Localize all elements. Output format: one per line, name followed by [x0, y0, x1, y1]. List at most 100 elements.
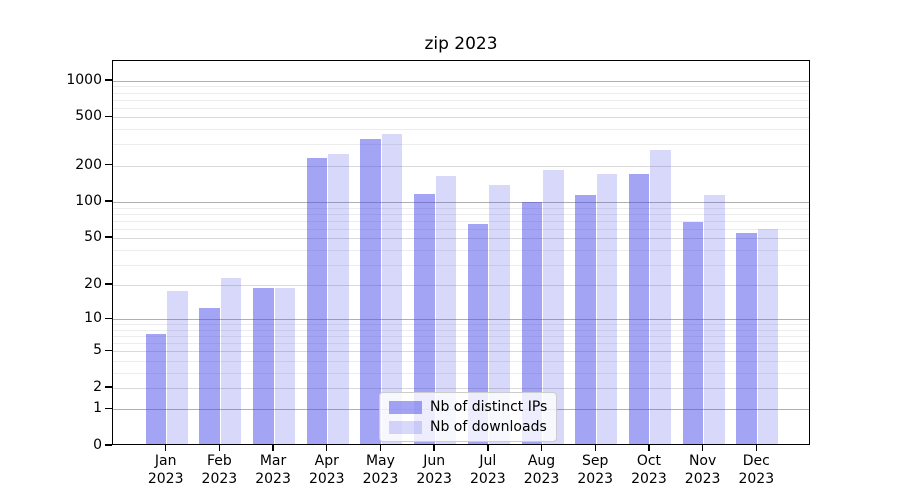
x-tick-month: Oct: [636, 453, 662, 469]
gridline-minor: [113, 249, 809, 251]
bar-distinct-ips: [253, 288, 274, 444]
bar-distinct-ips: [360, 138, 381, 444]
y-tick-label: 100: [75, 193, 102, 210]
legend-item-downloads: Nb of downloads: [389, 419, 547, 435]
x-tick-year: 2023: [362, 471, 399, 487]
gridline-minor: [113, 324, 809, 326]
x-tick-label: Dec 2023: [726, 452, 786, 488]
x-tick-label: Feb 2023: [189, 452, 249, 488]
x-tick-mark: [379, 445, 382, 451]
gridline-minor: [113, 213, 809, 215]
gridline-major: [113, 202, 809, 204]
bar-downloads: [489, 185, 510, 444]
x-tick-year: 2023: [523, 471, 560, 487]
y-tick-mark: [105, 79, 112, 81]
x-tick-label: Oct 2023: [619, 452, 679, 488]
x-tick-mark: [433, 445, 435, 451]
y-tick-label: 20: [84, 276, 102, 293]
y-tick-label: 1: [93, 400, 102, 417]
bar-downloads: [167, 291, 188, 444]
gridline-minor: [113, 207, 809, 209]
gridline-major: [113, 319, 809, 321]
bar-downloads: [274, 288, 296, 444]
gridline-minor: [113, 144, 809, 146]
y-tick-mark: [105, 386, 112, 388]
x-tick-year: 2023: [147, 471, 184, 487]
x-tick-month: Aug: [527, 453, 556, 469]
gridline-minor: [113, 360, 809, 362]
bar-downloads: [704, 195, 725, 444]
y-tick-mark: [105, 236, 112, 238]
gridline-minor: [113, 129, 809, 131]
gridline-labeled: [113, 387, 809, 389]
y-tick-mark: [105, 407, 112, 410]
x-tick-month: Nov: [688, 453, 717, 469]
y-tick-mark: [105, 283, 112, 285]
x-tick-label: Jul 2023: [458, 452, 518, 488]
x-tick-year: 2023: [738, 471, 775, 487]
gridline-minor: [113, 220, 809, 222]
x-tick-year: 2023: [416, 471, 452, 487]
legend-swatch-distinct-ips: [389, 400, 422, 414]
x-tick-label: Nov 2023: [673, 452, 733, 488]
bar-distinct-ips: [628, 174, 650, 444]
y-tick-label: 500: [75, 108, 102, 125]
x-tick-year: 2023: [255, 471, 291, 487]
plot-area: [112, 60, 810, 445]
x-tick-mark: [701, 445, 704, 451]
x-tick-month: Mar: [259, 453, 287, 469]
bar-downloads: [650, 149, 671, 444]
legend-swatch-downloads: [389, 420, 422, 434]
x-tick-label: Jan 2023: [136, 452, 196, 488]
bar-distinct-ips: [145, 334, 167, 444]
gridline-minor: [113, 372, 809, 374]
y-tick-mark: [105, 115, 112, 118]
gridline-minor: [113, 264, 809, 266]
y-tick-label: 50: [84, 229, 102, 246]
x-tick-month: Dec: [742, 453, 770, 469]
x-tick-mark: [540, 445, 543, 451]
bar-downloads: [381, 134, 403, 444]
gridline-minor: [113, 86, 809, 88]
y-tick-label: 2: [93, 378, 102, 395]
y-tick-mark: [105, 317, 112, 319]
gridline-minor: [113, 228, 809, 230]
x-tick-month: Feb: [206, 453, 232, 469]
bar-downloads: [328, 154, 349, 444]
x-tick-label: Sep 2023: [565, 452, 625, 488]
x-tick-year: 2023: [470, 471, 506, 487]
gridline-labeled: [113, 238, 809, 240]
y-tick-mark: [105, 164, 112, 166]
x-tick-month: Jan: [154, 453, 177, 469]
x-tick-month: Apr: [314, 453, 339, 469]
x-tick-label: Mar 2023: [243, 452, 303, 488]
gridline-minor: [113, 329, 809, 331]
x-tick-mark: [326, 445, 328, 451]
x-tick-mark: [755, 445, 757, 451]
x-tick-month: Jul: [479, 453, 497, 469]
x-tick-label: Jun 2023: [404, 452, 464, 488]
bar-distinct-ips: [521, 201, 543, 444]
x-tick-label: May 2023: [350, 452, 410, 488]
x-tick-mark: [648, 445, 650, 451]
y-tick-label: 5: [93, 342, 102, 359]
x-tick-mark: [487, 445, 489, 451]
bar-downloads: [435, 176, 457, 444]
legend-label: Nb of downloads: [430, 419, 547, 435]
x-tick-year: 2023: [577, 471, 614, 487]
x-tick-mark: [594, 445, 596, 451]
y-tick-mark: [105, 444, 112, 446]
gridline-labeled: [113, 117, 809, 119]
bar-distinct-ips: [682, 221, 704, 444]
legend: Nb of distinct IPs Nb of downloads: [379, 392, 558, 442]
y-tick-mark: [105, 349, 112, 351]
x-tick-label: Apr 2023: [297, 452, 357, 488]
gridline-minor: [113, 92, 809, 94]
bar-distinct-ips: [736, 233, 757, 444]
x-tick-year: 2023: [631, 471, 667, 487]
x-tick-year: 2023: [684, 471, 721, 487]
bar-downloads: [757, 228, 779, 444]
x-tick-month: May: [365, 453, 395, 469]
bar-distinct-ips: [199, 308, 220, 444]
